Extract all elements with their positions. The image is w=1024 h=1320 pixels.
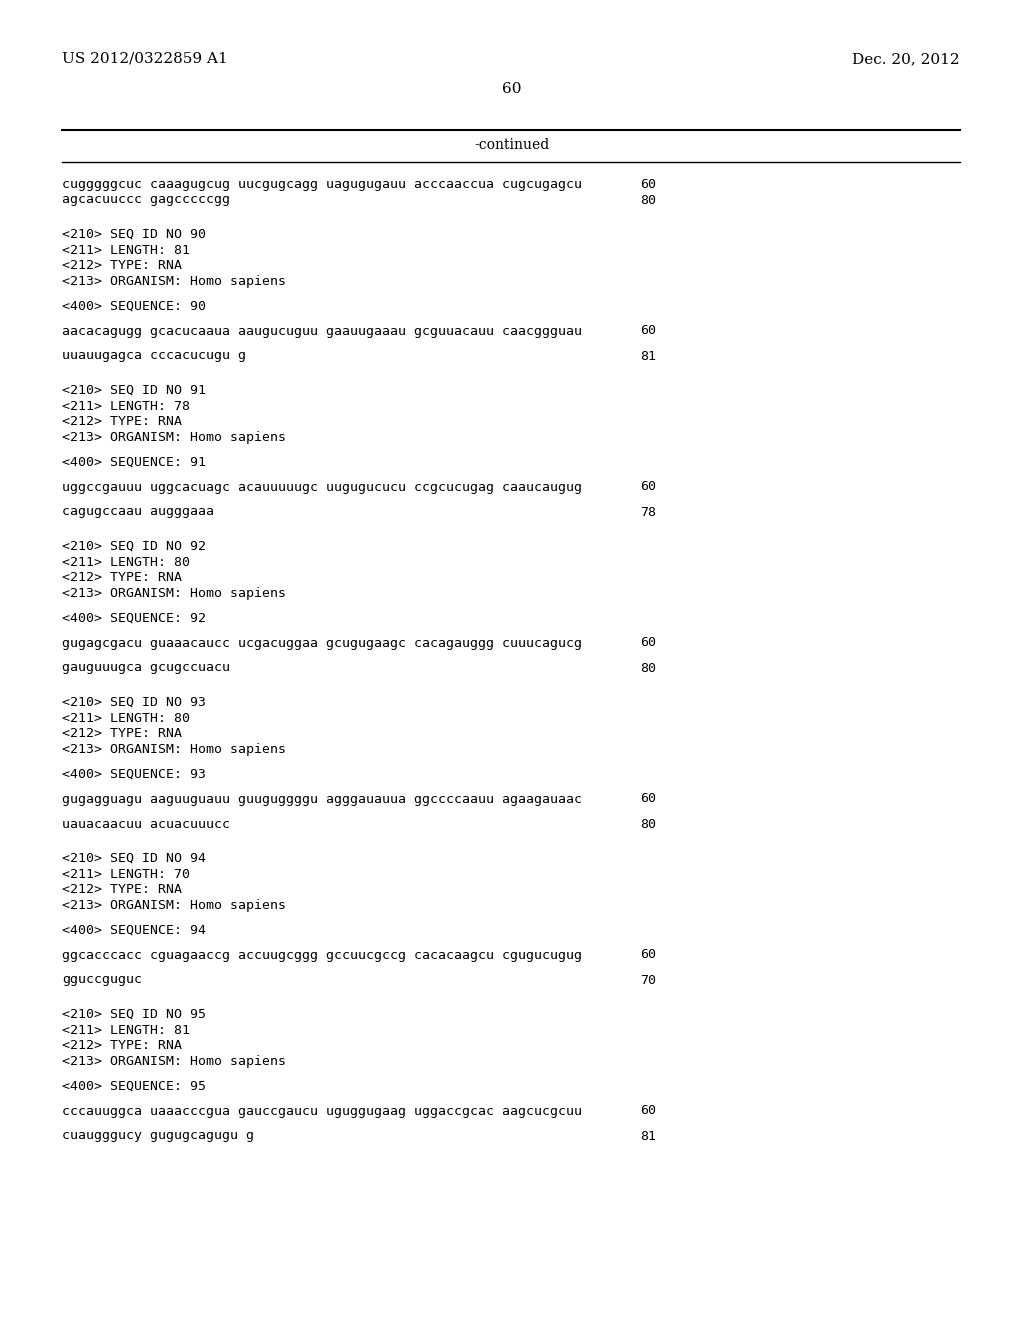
Text: 60: 60 [640,949,656,961]
Text: <213> ORGANISM: Homo sapiens: <213> ORGANISM: Homo sapiens [62,586,286,599]
Text: <211> LENGTH: 81: <211> LENGTH: 81 [62,1023,190,1036]
Text: <213> ORGANISM: Homo sapiens: <213> ORGANISM: Homo sapiens [62,275,286,288]
Text: <213> ORGANISM: Homo sapiens: <213> ORGANISM: Homo sapiens [62,899,286,912]
Text: 60: 60 [502,82,522,96]
Text: agcacuuccc gagcccccgg: agcacuuccc gagcccccgg [62,194,230,206]
Text: gguccguguc: gguccguguc [62,974,142,986]
Text: 80: 80 [640,817,656,830]
Text: <211> LENGTH: 78: <211> LENGTH: 78 [62,400,190,412]
Text: <211> LENGTH: 80: <211> LENGTH: 80 [62,711,190,725]
Text: <210> SEQ ID NO 93: <210> SEQ ID NO 93 [62,696,206,709]
Text: <212> TYPE: RNA: <212> TYPE: RNA [62,414,182,428]
Text: uauacaacuu acuacuuucc: uauacaacuu acuacuuucc [62,817,230,830]
Text: uuauugagca cccacucugu g: uuauugagca cccacucugu g [62,350,246,363]
Text: 60: 60 [640,178,656,191]
Text: <400> SEQUENCE: 93: <400> SEQUENCE: 93 [62,767,206,780]
Text: ggcacccacc cguagaaccg accuugcggg gccuucgccg cacacaagcu cgugucugug: ggcacccacc cguagaaccg accuugcggg gccuucg… [62,949,582,961]
Text: 78: 78 [640,506,656,519]
Text: <213> ORGANISM: Homo sapiens: <213> ORGANISM: Homo sapiens [62,1055,286,1068]
Text: <210> SEQ ID NO 95: <210> SEQ ID NO 95 [62,1008,206,1020]
Text: cugggggcuc caaagugcug uucgugcagg uagugugauu acccaaccua cugcugagcu: cugggggcuc caaagugcug uucgugcagg uagugug… [62,178,582,191]
Text: 60: 60 [640,1105,656,1118]
Text: 60: 60 [640,325,656,338]
Text: <212> TYPE: RNA: <212> TYPE: RNA [62,572,182,583]
Text: aacacagugg gcacucaaua aaugucuguu gaauugaaau gcguuacauu caacggguau: aacacagugg gcacucaaua aaugucuguu gaauuga… [62,325,582,338]
Text: <213> ORGANISM: Homo sapiens: <213> ORGANISM: Homo sapiens [62,430,286,444]
Text: uggccgauuu uggcacuagc acauuuuugc uugugucucu ccgcucugag caaucaugug: uggccgauuu uggcacuagc acauuuuugc uuguguc… [62,480,582,494]
Text: 81: 81 [640,350,656,363]
Text: <211> LENGTH: 70: <211> LENGTH: 70 [62,867,190,880]
Text: <210> SEQ ID NO 90: <210> SEQ ID NO 90 [62,228,206,242]
Text: 80: 80 [640,194,656,206]
Text: <400> SEQUENCE: 94: <400> SEQUENCE: 94 [62,924,206,936]
Text: <211> LENGTH: 81: <211> LENGTH: 81 [62,243,190,256]
Text: US 2012/0322859 A1: US 2012/0322859 A1 [62,51,227,66]
Text: <213> ORGANISM: Homo sapiens: <213> ORGANISM: Homo sapiens [62,742,286,755]
Text: cagugccaau augggaaa: cagugccaau augggaaa [62,506,214,519]
Text: 60: 60 [640,792,656,805]
Text: <400> SEQUENCE: 90: <400> SEQUENCE: 90 [62,300,206,313]
Text: <400> SEQUENCE: 91: <400> SEQUENCE: 91 [62,455,206,469]
Text: cccauuggca uaaacccgua gauccgaucu uguggugaag uggaccgcac aagcucgcuu: cccauuggca uaaacccgua gauccgaucu uguggug… [62,1105,582,1118]
Text: 80: 80 [640,661,656,675]
Text: <212> TYPE: RNA: <212> TYPE: RNA [62,883,182,896]
Text: gauguuugca gcugccuacu: gauguuugca gcugccuacu [62,661,230,675]
Text: <212> TYPE: RNA: <212> TYPE: RNA [62,727,182,741]
Text: <212> TYPE: RNA: <212> TYPE: RNA [62,259,182,272]
Text: 70: 70 [640,974,656,986]
Text: 60: 60 [640,480,656,494]
Text: gugagcgacu guaaacaucc ucgacuggaa gcugugaagc cacagauggg cuuucagucg: gugagcgacu guaaacaucc ucgacuggaa gcuguga… [62,636,582,649]
Text: gugagguagu aaguuguauu guuguggggu agggauauua ggccccaauu agaagauaac: gugagguagu aaguuguauu guuguggggu agggaua… [62,792,582,805]
Text: -continued: -continued [474,139,550,152]
Text: 81: 81 [640,1130,656,1143]
Text: <212> TYPE: RNA: <212> TYPE: RNA [62,1039,182,1052]
Text: 60: 60 [640,636,656,649]
Text: <211> LENGTH: 80: <211> LENGTH: 80 [62,556,190,569]
Text: <210> SEQ ID NO 94: <210> SEQ ID NO 94 [62,851,206,865]
Text: Dec. 20, 2012: Dec. 20, 2012 [852,51,961,66]
Text: <210> SEQ ID NO 91: <210> SEQ ID NO 91 [62,384,206,397]
Text: <400> SEQUENCE: 92: <400> SEQUENCE: 92 [62,611,206,624]
Text: <210> SEQ ID NO 92: <210> SEQ ID NO 92 [62,540,206,553]
Text: <400> SEQUENCE: 95: <400> SEQUENCE: 95 [62,1080,206,1093]
Text: cuaugggucу gugugcagugu g: cuaugggucу gugugcagugu g [62,1130,254,1143]
